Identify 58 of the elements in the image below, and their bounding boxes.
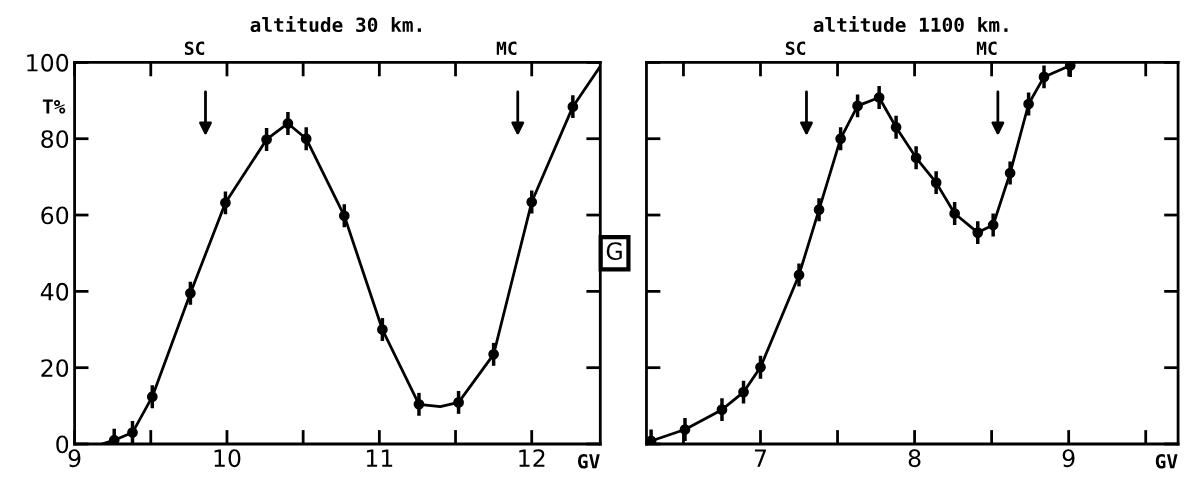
y-tick-label: 60 — [41, 206, 69, 225]
point — [146, 391, 158, 403]
point — [1064, 62, 1076, 71]
point — [413, 398, 425, 410]
text: MC — [496, 41, 517, 56]
y-tick-label: 40 — [40, 282, 69, 301]
chart-title: altitude 30 km. — [250, 16, 421, 33]
x-tick-label: 8 — [908, 449, 921, 468]
point — [646, 435, 657, 444]
point — [488, 348, 499, 360]
point — [338, 210, 350, 222]
point — [949, 208, 961, 219]
point — [127, 427, 138, 438]
point — [1038, 71, 1050, 83]
x-tick-label: 9 — [1062, 449, 1075, 468]
point — [793, 269, 805, 281]
point — [910, 152, 922, 164]
point — [1004, 167, 1016, 179]
x-axis-title: GV — [577, 453, 600, 469]
point — [873, 92, 885, 103]
text: SC — [184, 41, 205, 56]
text: G — [606, 242, 622, 261]
x-axis-title: GV — [1155, 453, 1178, 469]
x-tick-label: 9 — [68, 449, 81, 468]
x-tick-label: 10 — [214, 449, 241, 468]
point — [526, 196, 538, 208]
point — [567, 101, 579, 113]
point — [261, 134, 272, 145]
point — [282, 118, 294, 129]
point — [300, 133, 312, 145]
x-tick-label: 11 — [366, 449, 393, 467]
point — [852, 100, 863, 112]
text: MC — [976, 41, 997, 56]
y-axis-title: T% — [42, 99, 66, 114]
point — [453, 397, 464, 408]
y-tick-label: 100 — [27, 53, 69, 72]
y-tick-label: 80 — [41, 130, 69, 149]
point — [738, 386, 749, 398]
point — [813, 204, 825, 216]
point — [972, 227, 984, 238]
point — [987, 219, 999, 231]
x-tick-label: 7 — [754, 449, 766, 467]
point — [377, 324, 388, 335]
point — [755, 361, 766, 373]
chart-title: altitude 1100 km. — [813, 16, 1008, 33]
point — [930, 177, 942, 188]
point — [716, 404, 728, 416]
point — [108, 434, 120, 444]
y-tick-label: 20 — [41, 359, 69, 377]
text: SC — [785, 41, 806, 56]
point — [1023, 98, 1034, 110]
y-tick-label: 0 — [56, 435, 69, 454]
x-tick-label: 12 — [519, 449, 545, 467]
point — [185, 287, 196, 299]
point — [835, 133, 846, 145]
point — [890, 121, 902, 133]
point — [220, 197, 231, 209]
point — [679, 424, 691, 435]
